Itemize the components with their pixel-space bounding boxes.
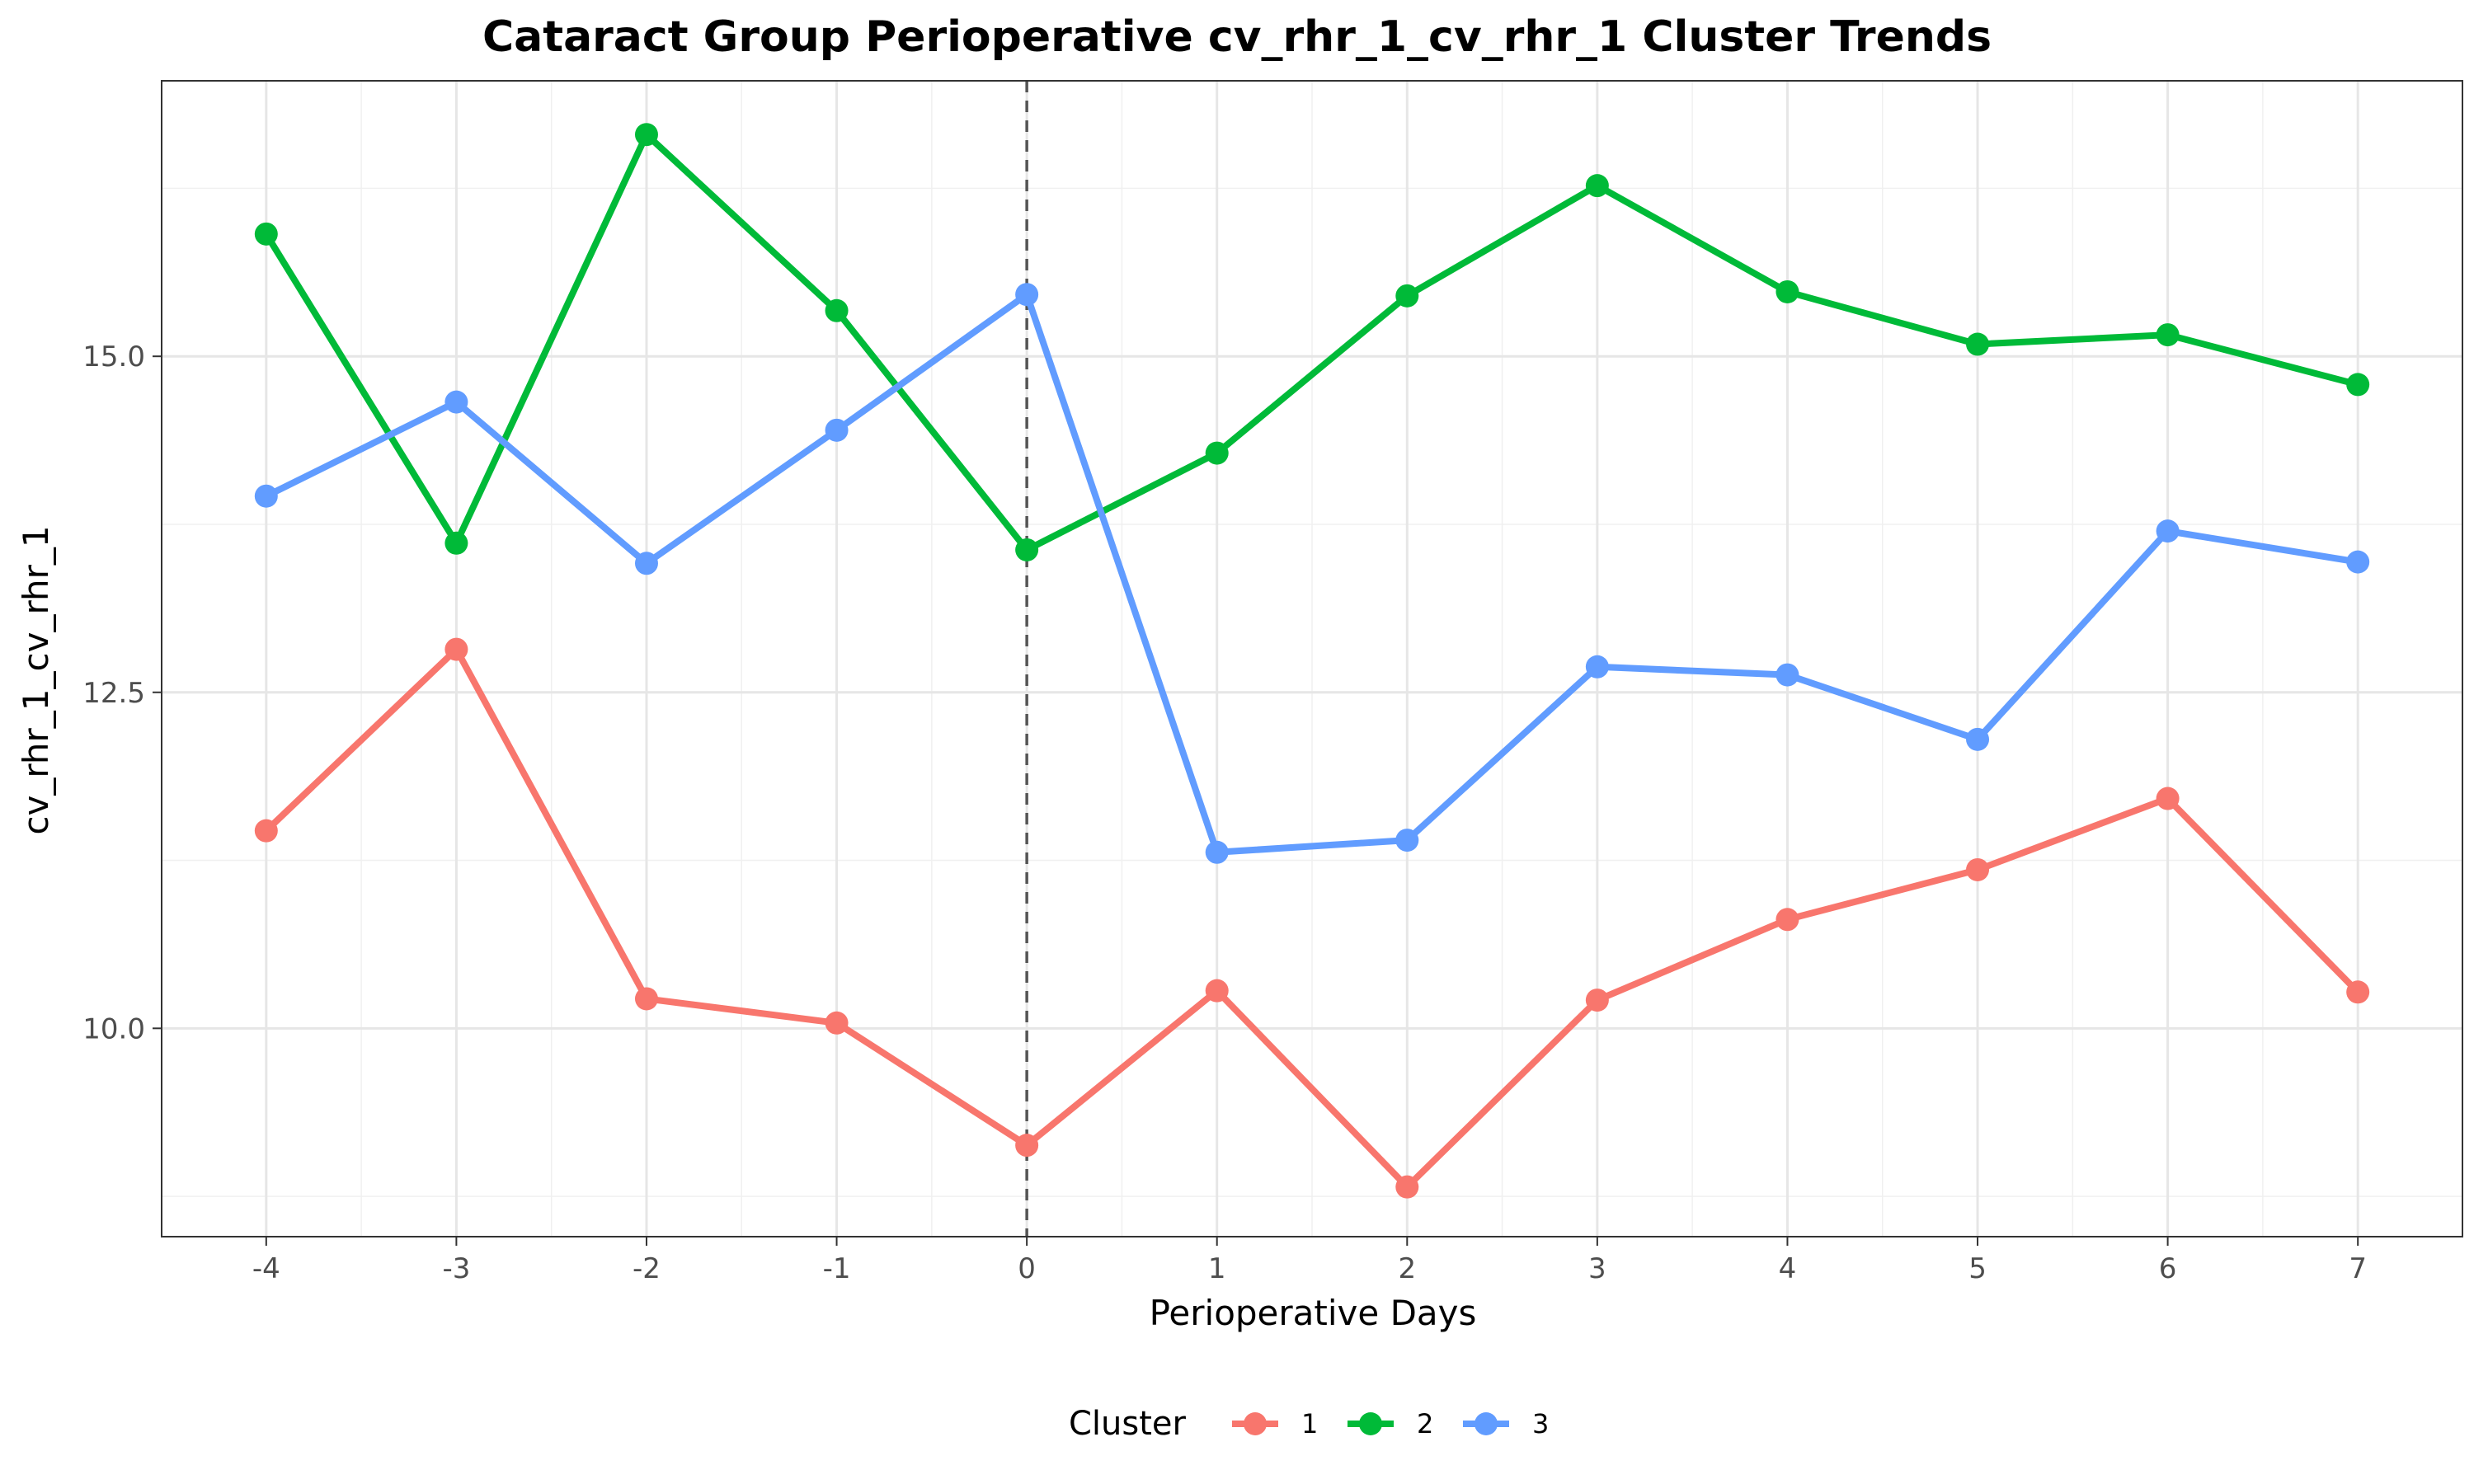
data-point xyxy=(254,484,278,508)
x-axis-title: Perioperative Days xyxy=(1150,1293,1477,1333)
y-axis-title: cv_rhr_1_cv_rhr_1 xyxy=(16,525,56,834)
legend-key-point xyxy=(1475,1412,1498,1435)
data-point xyxy=(444,390,468,414)
x-tick-label: -4 xyxy=(252,1252,280,1285)
x-tick-label: 0 xyxy=(1018,1252,1036,1285)
data-point xyxy=(1015,538,1039,561)
data-point xyxy=(634,552,658,575)
y-tick-label: 10.0 xyxy=(82,1012,145,1045)
data-point xyxy=(254,819,278,843)
legend-item-2: 2 xyxy=(1348,1408,1433,1439)
y-tick-label: 12.5 xyxy=(82,677,145,710)
x-tick-label: 4 xyxy=(1779,1252,1797,1285)
x-tick-label: 5 xyxy=(1968,1252,1987,1285)
data-point xyxy=(1395,829,1419,852)
data-point xyxy=(2346,373,2370,397)
data-point xyxy=(825,298,849,322)
data-point xyxy=(825,418,849,442)
legend-label: 3 xyxy=(1532,1408,1549,1439)
legend-key-point xyxy=(1244,1412,1267,1435)
legend-item-3: 3 xyxy=(1463,1408,1549,1439)
data-point xyxy=(1585,989,1609,1012)
series-line-2 xyxy=(262,131,2362,553)
data-point xyxy=(2156,323,2180,347)
data-point xyxy=(2156,787,2180,810)
legend-items: 1 2 3 xyxy=(1232,1408,1549,1439)
legend: Cluster 1 2 3 xyxy=(1069,1405,1549,1443)
x-tick-label: 6 xyxy=(2159,1252,2177,1285)
data-point xyxy=(1205,979,1229,1003)
data-point xyxy=(1015,1134,1039,1158)
data-point xyxy=(1776,279,1799,303)
data-point xyxy=(2346,980,2370,1004)
data-point xyxy=(1966,857,1990,881)
data-point xyxy=(1776,663,1799,687)
data-point xyxy=(1966,727,1990,751)
data-point xyxy=(1966,332,1990,356)
data-point xyxy=(254,222,278,246)
data-point xyxy=(444,637,468,661)
data-point xyxy=(1395,1175,1419,1199)
legend-title: Cluster xyxy=(1069,1405,1187,1443)
data-point xyxy=(1205,441,1229,465)
data-point xyxy=(1395,284,1419,308)
series-layer xyxy=(254,123,2370,1199)
legend-label: 1 xyxy=(1301,1408,1318,1439)
data-point xyxy=(1015,283,1039,307)
data-point xyxy=(2346,550,2370,574)
data-point xyxy=(1585,174,1609,198)
data-point xyxy=(1205,840,1229,864)
x-tick-label: 3 xyxy=(1588,1252,1606,1285)
x-tick-label: 2 xyxy=(1398,1252,1416,1285)
legend-item-1: 1 xyxy=(1232,1408,1318,1439)
y-tick-label: 15.0 xyxy=(82,340,145,373)
series-line-3 xyxy=(262,291,2362,856)
data-point xyxy=(1585,655,1609,679)
plot-panel-border xyxy=(161,80,2463,1237)
series-3 xyxy=(254,283,2370,864)
data-point xyxy=(444,531,468,555)
data-point xyxy=(2156,519,2180,543)
chart-title: Cataract Group Perioperative cv_rhr_1_cv… xyxy=(482,12,1992,62)
data-point xyxy=(825,1011,849,1035)
series-2 xyxy=(254,123,2370,561)
legend-key-point xyxy=(1359,1412,1382,1435)
axis-ticks: -4 -3 -2 -1 0 1 2 3 4 5 6 7 10.0 12.5 15.0 xyxy=(82,340,2367,1285)
x-tick-label: 1 xyxy=(1208,1252,1226,1285)
x-tick-label: -1 xyxy=(823,1252,851,1285)
grid-lines xyxy=(162,81,2462,1237)
x-tick-label: 7 xyxy=(2349,1252,2367,1285)
legend-label: 2 xyxy=(1417,1408,1433,1439)
data-point xyxy=(634,123,658,147)
data-point xyxy=(1776,908,1799,932)
x-tick-label: -2 xyxy=(633,1252,661,1285)
data-point xyxy=(634,987,658,1011)
series-line-1 xyxy=(262,646,2362,1190)
series-1 xyxy=(254,637,2370,1199)
x-tick-label: -3 xyxy=(442,1252,470,1285)
